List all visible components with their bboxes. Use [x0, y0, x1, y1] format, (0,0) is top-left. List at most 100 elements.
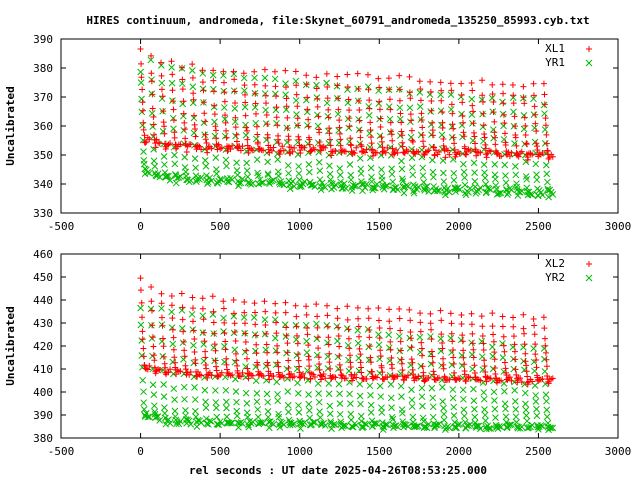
data-point: [437, 79, 444, 86]
data-point: [458, 91, 465, 98]
data-point: [261, 66, 268, 73]
data-point: [169, 87, 176, 94]
data-point: [512, 406, 520, 413]
data-point: [407, 111, 414, 118]
data-point: [521, 389, 529, 397]
data-point: [543, 406, 551, 414]
chart-panel-bottom: -500 0 500 1000 1500 2000 2500 3000 380 390 400 410…: [33, 248, 631, 458]
data-point: [161, 123, 168, 130]
data-point: [203, 139, 210, 146]
data-point: [481, 174, 489, 182]
data-point: [491, 175, 499, 183]
data-point: [200, 99, 207, 106]
data-point: [264, 398, 272, 406]
data-point: [270, 421, 277, 428]
data-point: [204, 149, 211, 156]
data-point: [244, 173, 252, 181]
data-point: [470, 108, 477, 115]
data-point: [295, 351, 302, 358]
data-point: [305, 161, 313, 168]
data-point: [303, 303, 310, 310]
data-point: [448, 320, 455, 327]
data-point: [346, 115, 353, 122]
data-point: [243, 167, 251, 174]
data-point: [366, 343, 373, 350]
data-point: [232, 100, 239, 107]
data-point: [253, 350, 260, 357]
data-point: [399, 143, 406, 150]
data-point: [264, 407, 272, 415]
data-point: [326, 125, 333, 132]
data-point: [415, 148, 422, 155]
data-point: [336, 343, 343, 350]
data-point: [528, 191, 536, 199]
data-point: [502, 405, 509, 413]
x-tick-label: 2000: [446, 445, 473, 458]
data-point: [470, 397, 478, 405]
data-point: [317, 371, 324, 378]
data-point: [386, 86, 393, 93]
data-point: [425, 420, 433, 428]
data-point: [512, 171, 520, 179]
data-point: [273, 104, 280, 111]
data-point: [191, 335, 198, 342]
data-point: [252, 309, 259, 316]
data-point: [404, 372, 411, 379]
data-point: [327, 142, 334, 149]
data-point: [352, 182, 360, 190]
data-point: [241, 103, 249, 111]
data-point: [178, 325, 186, 332]
data-point: [375, 317, 382, 324]
data-point: [357, 127, 364, 134]
legend-label: YR1: [545, 56, 565, 69]
data-point: [294, 115, 301, 122]
data-point: [540, 314, 547, 321]
data-point: [497, 423, 505, 431]
data-point: [315, 158, 323, 166]
data-point: [147, 56, 155, 64]
data-point: [181, 395, 188, 403]
data-point: [264, 170, 272, 178]
data-point: [483, 151, 490, 158]
y-tick-label: 460: [33, 248, 53, 261]
data-point: [291, 144, 298, 151]
data-point: [357, 359, 364, 366]
data-point: [492, 414, 499, 421]
data-point: [393, 146, 400, 153]
data-point: [508, 421, 515, 428]
data-point: [373, 374, 380, 381]
data-point: [440, 169, 447, 177]
data-point: [356, 333, 363, 340]
data-point: [293, 313, 300, 320]
data-point: [282, 67, 289, 74]
data-point: [364, 83, 372, 91]
data-point: [202, 348, 209, 355]
data-point: [158, 59, 165, 66]
data-point: [488, 94, 496, 102]
data-point: [152, 144, 159, 151]
data-point: [429, 353, 436, 360]
data-point: [491, 129, 498, 136]
data-point: [212, 399, 220, 406]
data-point: [322, 144, 329, 151]
y-tick-label: 420: [33, 340, 53, 353]
data-point: [232, 114, 239, 121]
data-point: [169, 71, 176, 78]
data-point: [423, 424, 431, 432]
data-point: [373, 180, 381, 188]
data-point: [388, 413, 396, 421]
data-point: [542, 122, 549, 129]
y-tick-label: 350: [33, 149, 53, 162]
data-point: [458, 311, 465, 318]
data-point: [344, 303, 351, 310]
data-point: [388, 354, 395, 361]
data-point: [198, 372, 205, 379]
data-point: [170, 334, 177, 341]
data-point: [437, 107, 445, 115]
data-point: [521, 330, 528, 337]
data-point: [350, 375, 357, 382]
data-point: [366, 105, 373, 112]
data-point: [397, 110, 404, 117]
data-point: [447, 334, 455, 342]
data-point: [481, 362, 488, 369]
